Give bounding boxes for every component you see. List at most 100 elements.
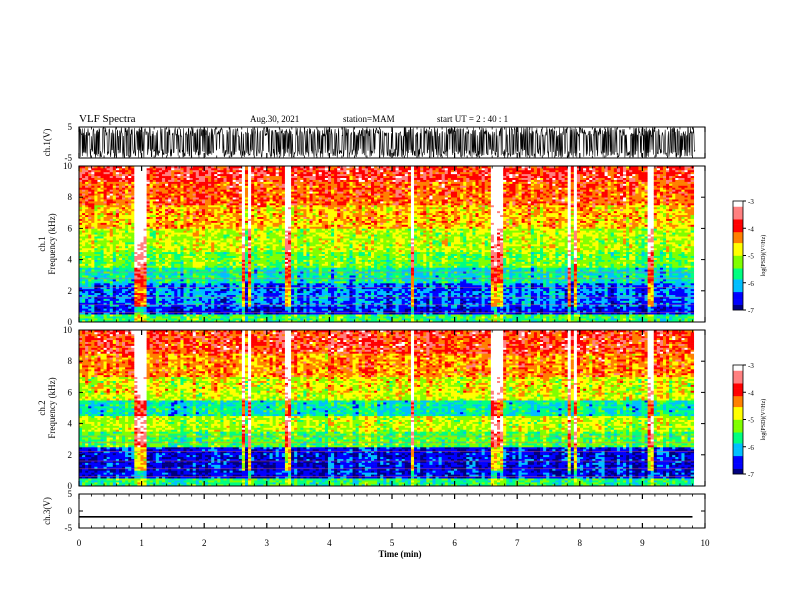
sp1-cell [159,283,162,285]
sp1-cell [227,267,230,269]
sp1-cell [113,248,116,250]
sp1-cell [214,264,217,266]
sp1-cell [180,219,183,221]
sp1-cell [82,285,85,287]
sp1-cell [156,289,159,291]
sp1-cell [85,275,88,277]
sp1-cell [144,223,147,225]
sp1-cell [110,236,113,238]
sp1-cell [122,223,125,225]
sp1-cell [131,228,134,230]
sp1-cell [217,271,220,273]
sp1-cell [174,226,177,228]
sp1-cell [184,254,187,256]
sp1-cell [223,303,226,305]
sp1-cell [177,295,180,297]
sp1-cell [236,310,239,312]
sp1-cell [140,203,143,205]
sp1-cell [233,267,236,269]
sp1-cell [153,223,156,225]
sp1-cell [128,316,131,318]
sp1-cell [236,306,239,308]
sp1-cell [227,308,230,310]
sp1-cell [91,242,94,244]
sp1-cell [202,226,205,228]
sp1-cell [211,271,214,273]
sp1-cell [91,275,94,277]
sp1-cell [131,295,134,297]
sp1-cell [162,186,165,188]
sp1-cell [230,184,233,186]
sp1-cell [94,283,97,285]
sp1-cell [91,267,94,269]
sp1-cell [88,201,91,203]
sp1-cell [153,215,156,217]
sp1-cell [101,189,104,191]
sp1-cell [196,187,199,189]
sp1-cell [150,258,153,260]
sp1-cell [211,244,214,246]
sp1-cell [214,228,217,230]
sp1-cell [220,254,223,256]
sp1-cell [236,308,239,310]
sp1-cell [214,184,217,186]
sp1-cell [110,180,113,182]
sp1-cell [107,246,110,248]
sp1-cell [220,308,223,310]
sp1-cell [177,242,180,244]
sp1-cell [144,258,147,260]
sp1-cell [125,230,128,232]
sp1-cell [230,176,233,178]
sp1-cell [196,221,199,223]
sp1-cell [184,316,187,318]
sp1-cell [116,264,119,266]
sp1-cell [177,238,180,240]
sp1-cell [180,287,183,289]
sp1-cell [180,195,183,197]
sp1-cell [205,267,208,269]
sp1-cell [220,271,223,273]
sp1-cell [104,287,107,289]
sp1-cell [140,273,143,275]
sp1-cell [184,281,187,283]
sp1-cell [119,186,122,188]
sp1-cell [187,291,190,293]
sp1-cell [217,221,220,223]
sp1-cell [128,187,131,189]
sp1-cell [180,236,183,238]
sp1-cell [168,316,171,318]
sp1-cell [187,226,190,228]
sp1-cell [233,258,236,260]
sp1-cell [107,308,110,310]
sp1-cell [88,310,91,312]
sp1-cell [211,267,214,269]
sp1-cell [165,258,168,260]
sp1-cell [199,215,202,217]
sp1-cell [144,271,147,273]
sp1-cell [122,240,125,242]
sp1-cell [190,271,193,273]
sp1-cell [128,293,131,295]
sp1-cell [82,240,85,242]
sp1-cell [184,189,187,191]
sp1-cell [107,168,110,170]
sp1-cell [165,174,168,176]
sp1-cell [153,291,156,293]
sp1-cell [168,238,171,240]
sp1-cell [187,240,190,242]
sp1-cell [128,279,131,281]
sp1-cell [104,176,107,178]
sp1-cell [233,283,236,285]
sp1-cell [97,279,100,281]
sp1-cell [156,291,159,293]
sp1-cell [85,264,88,266]
sp1-cell [85,197,88,199]
sp1-cell [134,187,137,189]
sp1-cell [233,172,236,174]
sp1-cell [199,238,202,240]
sp1-cell [187,262,190,264]
sp1-cell [104,205,107,207]
sp1-cell [110,230,113,232]
sp1-cell [196,279,199,281]
sp1-cell [116,207,119,209]
